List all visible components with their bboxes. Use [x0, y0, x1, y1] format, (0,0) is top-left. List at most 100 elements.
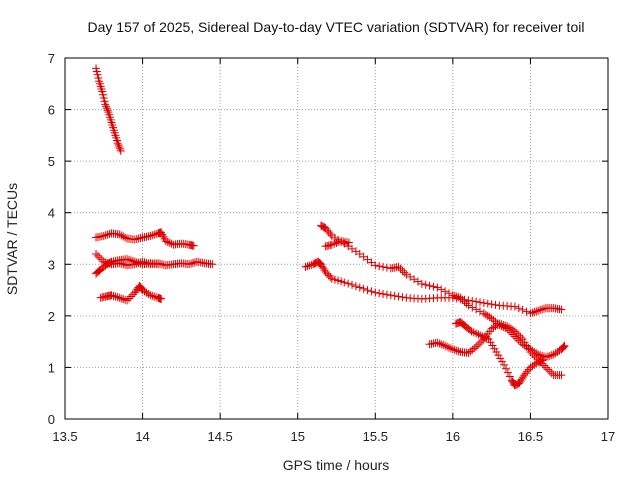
data-point [484, 335, 493, 344]
data-point [379, 289, 388, 298]
data-point [113, 293, 122, 302]
data-point [208, 260, 217, 269]
x-tick-label: 14.5 [207, 429, 232, 444]
data-point [93, 70, 102, 79]
data-point [165, 238, 174, 247]
data-points [92, 64, 569, 390]
series-s2 [92, 228, 198, 250]
data-point [559, 343, 568, 352]
data-point [514, 331, 523, 340]
data-point [487, 300, 496, 309]
data-point [100, 97, 109, 106]
data-point [121, 233, 130, 242]
data-point [520, 338, 529, 347]
data-point [301, 262, 310, 271]
data-point [487, 314, 496, 323]
data-point [458, 295, 467, 304]
data-point [483, 299, 492, 308]
data-point [454, 347, 463, 356]
data-point [188, 258, 197, 267]
data-point [344, 238, 353, 247]
data-point [93, 251, 102, 260]
x-tick-labels: 13.5 14 14.5 15 15.5 16 16.5 17 [52, 429, 615, 444]
y-tick-label: 2 [48, 309, 55, 324]
data-point [126, 292, 135, 301]
data-point [528, 349, 537, 358]
data-point [326, 229, 335, 238]
data-point [148, 291, 157, 300]
data-point [503, 368, 512, 377]
data-point [501, 321, 510, 330]
data-point [476, 338, 485, 347]
data-point [132, 258, 141, 267]
data-point [437, 285, 446, 294]
data-point [117, 231, 126, 240]
data-point [185, 260, 194, 269]
data-point [559, 342, 568, 351]
data-point [134, 234, 143, 243]
series-s4 [92, 255, 163, 278]
data-point [189, 241, 198, 250]
data-point [111, 292, 120, 301]
data-point [537, 356, 546, 365]
data-point [130, 235, 139, 244]
data-point [134, 258, 143, 267]
data-point [119, 295, 128, 304]
data-point [547, 351, 556, 360]
data-point [429, 282, 438, 291]
data-point [121, 295, 130, 304]
data-point [499, 320, 508, 329]
data-point [326, 273, 335, 282]
data-point [154, 260, 163, 269]
data-point [532, 307, 541, 316]
data-point [476, 307, 485, 316]
data-point [119, 232, 128, 241]
data-point [518, 305, 527, 314]
data-point [488, 341, 497, 350]
data-point [476, 298, 485, 307]
data-point [450, 291, 459, 300]
data-point [543, 352, 552, 361]
data-point [144, 289, 153, 298]
data-point [541, 363, 550, 372]
data-point [187, 259, 196, 268]
data-point [425, 281, 434, 290]
x-tick-label: 17 [601, 429, 615, 444]
data-point [441, 287, 450, 296]
y-tick-label: 7 [48, 51, 55, 66]
data-point [116, 146, 125, 155]
data-point [351, 282, 360, 291]
data-point [464, 301, 473, 310]
data-point [505, 372, 514, 381]
data-point [371, 261, 380, 270]
data-point [92, 64, 101, 73]
data-point [518, 335, 527, 344]
data-point [163, 237, 172, 246]
data-point [472, 305, 481, 314]
plot-frame [64, 57, 609, 420]
data-point [522, 307, 531, 316]
data-point [452, 346, 461, 355]
data-point [479, 298, 488, 307]
data-point [510, 302, 519, 311]
data-point [123, 255, 132, 264]
data-point [498, 357, 507, 366]
data-point [94, 73, 103, 82]
data-point [379, 262, 388, 271]
x-tick-label: 14 [135, 429, 149, 444]
y-tick-label: 0 [48, 412, 55, 427]
data-point [150, 292, 159, 301]
y-tick-label: 1 [48, 360, 55, 375]
y-axis-title: SDTVAR / TECUs [4, 183, 20, 295]
data-point [123, 296, 132, 305]
data-point [534, 306, 543, 315]
data-point [367, 287, 376, 296]
data-point [543, 365, 552, 374]
data-point [117, 294, 126, 303]
data-point [101, 100, 110, 109]
data-point [545, 367, 554, 376]
data-point [489, 316, 498, 325]
data-point [101, 231, 110, 240]
data-point [146, 291, 155, 300]
data-point [102, 102, 111, 111]
